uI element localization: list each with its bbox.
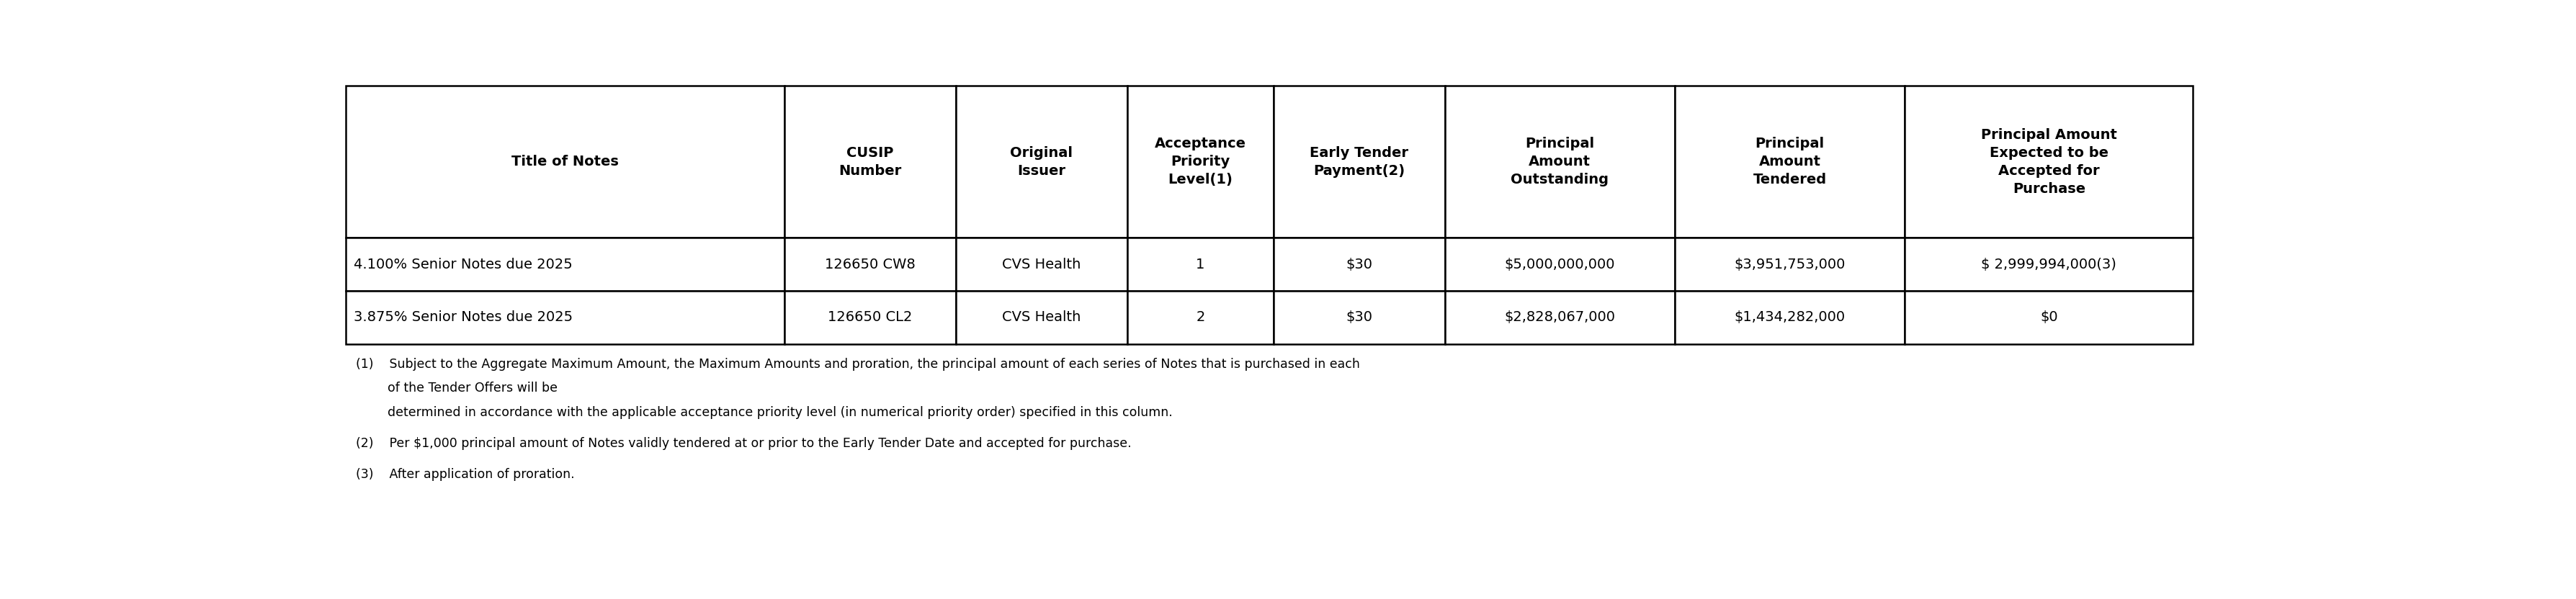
Text: (1)    Subject to the Aggregate Maximum Amount, the Maximum Amounts and proratio: (1) Subject to the Aggregate Maximum Amo… [355,358,1360,371]
Text: $5,000,000,000: $5,000,000,000 [1504,258,1615,271]
Text: $1,434,282,000: $1,434,282,000 [1734,311,1844,324]
Bar [783,86,956,238]
Bar [1445,238,1674,291]
Text: Title of Notes: Title of Notes [513,155,618,169]
Bar [1273,291,1445,344]
Text: $ 2,999,994,000(3): $ 2,999,994,000(3) [1981,258,2117,271]
Text: CVS Health: CVS Health [1002,311,1082,324]
Text: $30: $30 [1345,311,1373,324]
Text: Acceptance
Priority
Level(1): Acceptance Priority Level(1) [1154,137,1247,187]
Text: Principal
Amount
Outstanding: Principal Amount Outstanding [1512,137,1610,187]
Bar [345,238,783,291]
Bar [345,86,783,238]
Bar [956,86,1128,238]
Text: CUSIP
Number: CUSIP Number [840,146,902,178]
Text: 126650 CL2: 126650 CL2 [827,311,912,324]
Bar [1128,86,1273,238]
Bar [1128,291,1273,344]
Bar [1904,291,2192,344]
Bar [956,238,1128,291]
Bar [345,291,783,344]
Text: 126650 CW8: 126650 CW8 [824,258,914,271]
Bar [1128,238,1273,291]
Text: $30: $30 [1345,258,1373,271]
Bar [1674,291,1904,344]
Text: Principal Amount
Expected to be
Accepted for
Purchase: Principal Amount Expected to be Accepted… [1981,128,2117,196]
Text: Principal
Amount
Tendered: Principal Amount Tendered [1754,137,1826,187]
Text: $2,828,067,000: $2,828,067,000 [1504,311,1615,324]
Bar [956,291,1128,344]
Text: of the Tender Offers will be: of the Tender Offers will be [355,382,556,395]
Text: 2: 2 [1195,311,1206,324]
Text: 1: 1 [1195,258,1206,271]
Bar [1904,238,2192,291]
Bar [1445,291,1674,344]
Bar [1674,86,1904,238]
Bar [1445,86,1674,238]
Bar [783,291,956,344]
Text: 4.100% Senior Notes due 2025: 4.100% Senior Notes due 2025 [353,258,572,271]
Text: determined in accordance with the applicable acceptance priority level (in numer: determined in accordance with the applic… [355,406,1172,419]
Text: (3)    After application of proration.: (3) After application of proration. [355,468,574,481]
Text: (2)    Per $1,000 principal amount of Notes validly tendered at or prior to the : (2) Per $1,000 principal amount of Notes… [355,437,1131,450]
Bar [1273,238,1445,291]
Text: $3,951,753,000: $3,951,753,000 [1734,258,1844,271]
Text: Original
Issuer: Original Issuer [1010,146,1072,178]
Text: CVS Health: CVS Health [1002,258,1082,271]
Bar [1904,86,2192,238]
Text: 3.875% Senior Notes due 2025: 3.875% Senior Notes due 2025 [353,311,572,324]
Bar [1674,238,1904,291]
Bar [783,238,956,291]
Text: $0: $0 [2040,311,2058,324]
Text: Early Tender
Payment(2): Early Tender Payment(2) [1309,146,1409,178]
Bar [1273,86,1445,238]
